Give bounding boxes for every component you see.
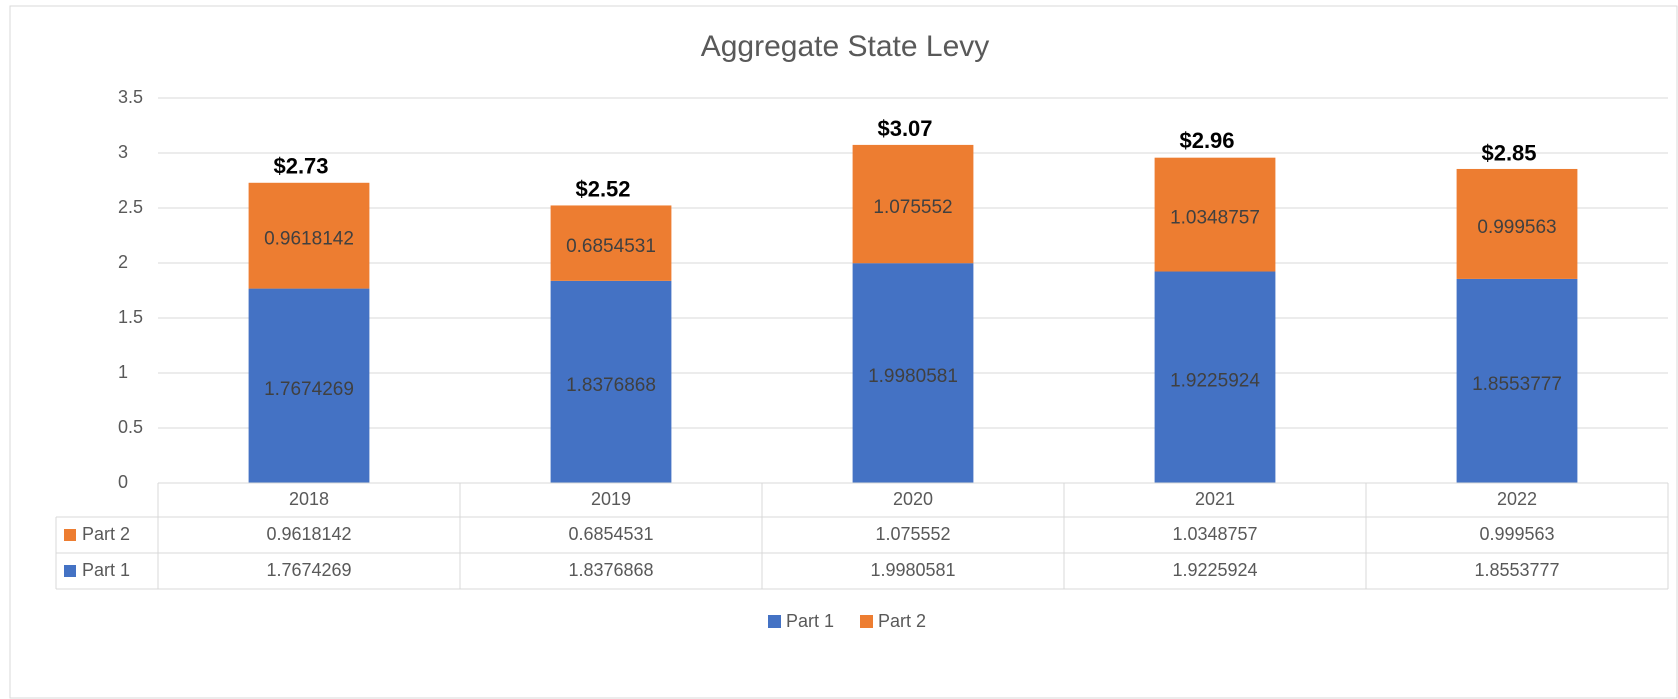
table-key [64, 565, 76, 577]
bar-segment [1154, 157, 1276, 272]
chart-title: Aggregate State Levy [701, 30, 990, 63]
y-tick-label: 1.5 [118, 307, 143, 327]
bar-segment [550, 205, 672, 281]
total-label: $3.07 [877, 116, 932, 141]
bar-segment [1456, 168, 1578, 279]
segment-label: 0.6854531 [566, 236, 656, 257]
y-tick-label: 2.5 [118, 197, 143, 217]
bar-segment [852, 263, 974, 483]
table-cell: 0.6854531 [568, 524, 653, 544]
x-tick-label: 2020 [893, 489, 933, 509]
table-cell: 1.9980581 [870, 560, 955, 580]
x-tick-label: 2019 [591, 489, 631, 509]
table-cell: 1.0348757 [1172, 524, 1257, 544]
bar-segment [1456, 278, 1578, 483]
bar-segment [852, 144, 974, 264]
segment-label: 1.8376868 [566, 375, 656, 396]
bar-segment [248, 288, 370, 483]
total-label: $2.85 [1481, 140, 1536, 165]
segment-label: 1.9225924 [1170, 370, 1260, 391]
y-tick-label: 0 [118, 472, 128, 492]
segment-label: 1.8553777 [1472, 374, 1562, 395]
legend-key [768, 615, 781, 628]
table-cell: 1.9225924 [1172, 560, 1257, 580]
total-label: $2.52 [575, 177, 630, 202]
segment-label: 0.9618142 [264, 229, 354, 250]
table-cell: 1.7674269 [266, 560, 351, 580]
table-key [64, 529, 76, 541]
segment-label: 1.075552 [873, 197, 952, 218]
legend-label: Part 2 [878, 611, 926, 631]
x-tick-label: 2018 [289, 489, 329, 509]
segment-label: 0.999563 [1477, 217, 1556, 238]
y-tick-label: 2 [118, 252, 128, 272]
segment-label: 1.0348757 [1170, 208, 1260, 229]
total-label: $2.73 [273, 154, 328, 179]
table-cell: 1.075552 [875, 524, 950, 544]
x-tick-label: 2021 [1195, 489, 1235, 509]
table-row-label: Part 2 [82, 524, 130, 544]
table-cell: 1.8376868 [568, 560, 653, 580]
y-tick-label: 3 [118, 142, 128, 162]
segment-label: 1.9980581 [868, 366, 958, 387]
y-tick-label: 3.5 [118, 87, 143, 107]
table-cell: 0.999563 [1479, 524, 1554, 544]
segment-label: 1.7674269 [264, 379, 354, 400]
total-label: $2.96 [1179, 128, 1234, 153]
y-tick-label: 1 [118, 362, 128, 382]
table-row-label: Part 1 [82, 560, 130, 580]
x-tick-label: 2022 [1497, 489, 1537, 509]
bar-segment [248, 182, 370, 289]
y-tick-label: 0.5 [118, 417, 143, 437]
bar-segment [550, 280, 672, 483]
bar-segment [1154, 271, 1276, 483]
legend-label: Part 1 [786, 611, 834, 631]
legend-key [860, 615, 873, 628]
table-cell: 1.8553777 [1474, 560, 1559, 580]
table-cell: 0.9618142 [266, 524, 351, 544]
